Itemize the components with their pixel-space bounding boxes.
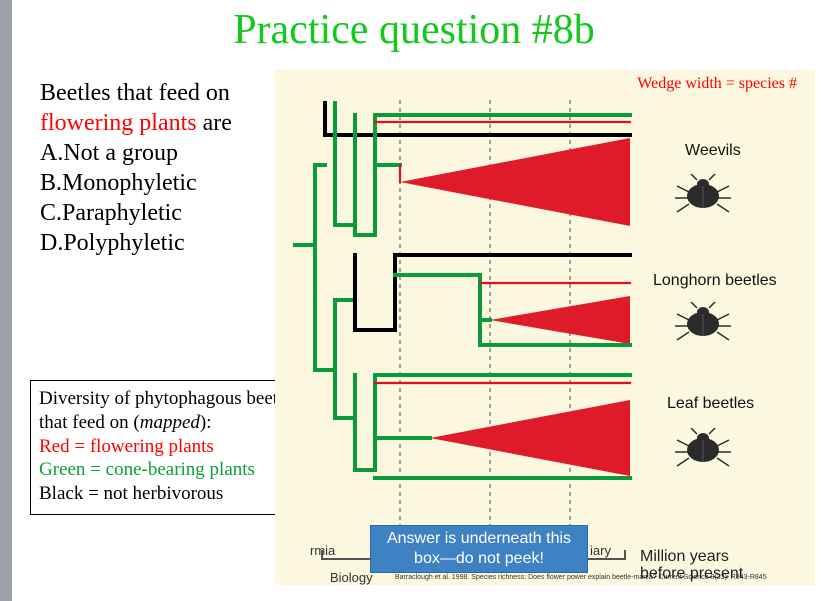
option-b: B.Monophyletic [40,168,280,198]
question-block: Beetles that feed on flowering plants ar… [40,78,280,258]
answer-line1: Answer is underneath this [387,530,571,547]
axis-line2: before present [640,565,743,582]
legend-line1-end: ): [200,412,212,433]
x-axis-label: Million years before present [640,548,743,583]
stem-highlight: flowering plants [40,110,197,136]
title-text: Practice question #8b [233,7,595,53]
axis-line1: Million years [640,548,729,565]
slide-title: Practice question #8b [0,6,828,54]
stem-pre: Beetles that feed on [40,80,230,106]
period-frag-left: rmia [310,543,335,558]
answer-line2: box—do not peek! [414,550,544,567]
taxon-label: Longhorn beetles [653,272,777,290]
option-a: A.Not a group [40,138,280,168]
answer-cover-text: Answer is underneath this box—do not pee… [387,529,571,569]
option-c: C.Paraphyletic [40,198,280,228]
beetle-icon [673,428,733,468]
side-strip [0,0,12,601]
legend-mapped: mapped [140,412,200,433]
taxon-label: Weevils [685,142,741,160]
beetle-icon [673,174,733,214]
option-d: D.Polyphyletic [40,228,280,258]
beetle-icon [673,302,733,342]
answer-cover-box[interactable]: Answer is underneath this box—do not pee… [370,525,588,573]
phylogeny-chart: Wedge width = species # rmia iary Biolog… [275,70,815,585]
taxon-label: Leaf beetles [667,395,754,413]
period-frag-right: iary [590,543,611,558]
question-stem: Beetles that feed on flowering plants ar… [40,78,280,138]
stem-post: are [197,110,232,136]
biology-frag: Biology [330,570,373,585]
